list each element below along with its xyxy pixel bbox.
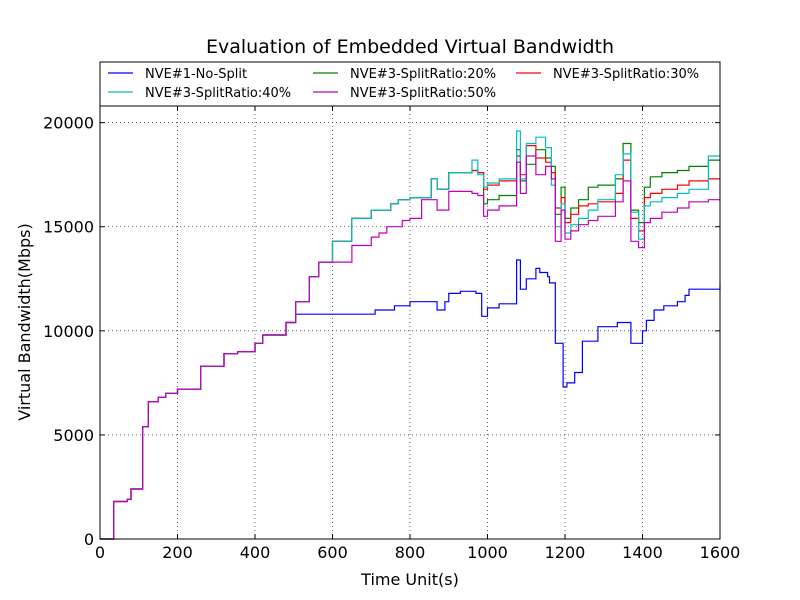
series-line-1 <box>100 259 721 540</box>
legend-label-5: NVE#3-SplitRatio:50% <box>350 86 496 101</box>
legend-box <box>99 61 721 107</box>
x-tick-label: 1400 <box>622 543 663 562</box>
legend: NVE#1-No-Split NVE#3-SplitRatio:20% NVE#3-… <box>99 61 721 107</box>
y-tick-label: 0 <box>84 530 94 549</box>
x-tick-label: 1000 <box>467 543 508 562</box>
y-axis-label: Virtual Bandwidth(Mbps) <box>15 223 34 420</box>
legend-label-3: NVE#3-SplitRatio:30% <box>553 67 699 82</box>
legend-label-2: NVE#3-SplitRatio:20% <box>350 67 496 82</box>
grid <box>100 106 720 539</box>
x-tick-label: 800 <box>395 543 426 562</box>
x-tick-label: 400 <box>240 543 271 562</box>
plot-area <box>100 130 721 540</box>
x-tick-label: 200 <box>162 543 193 562</box>
chart-title: Evaluation of Embedded Virtual Bandwidth <box>206 36 614 58</box>
y-tick-label: 5000 <box>53 426 94 445</box>
x-tick-label: 1600 <box>700 543 741 562</box>
x-tick-label: 1200 <box>545 543 586 562</box>
y-tick-label: 10000 <box>43 322 94 341</box>
ticks: 0 200 400 600 800 1000 1200 1400 1600 0 5000 10000 1… <box>43 106 740 562</box>
x-tick-label: 0 <box>95 543 105 562</box>
series-line-5 <box>100 155 720 540</box>
x-tick-label: 600 <box>317 543 348 562</box>
legend-label-1: NVE#1-No-Split <box>145 67 247 82</box>
y-tick-label: 20000 <box>43 114 94 133</box>
y-tick-label: 15000 <box>43 218 94 237</box>
x-axis-label: Time Unit(s) <box>360 570 459 589</box>
legend-label-4: NVE#3-SplitRatio:40% <box>145 86 291 101</box>
